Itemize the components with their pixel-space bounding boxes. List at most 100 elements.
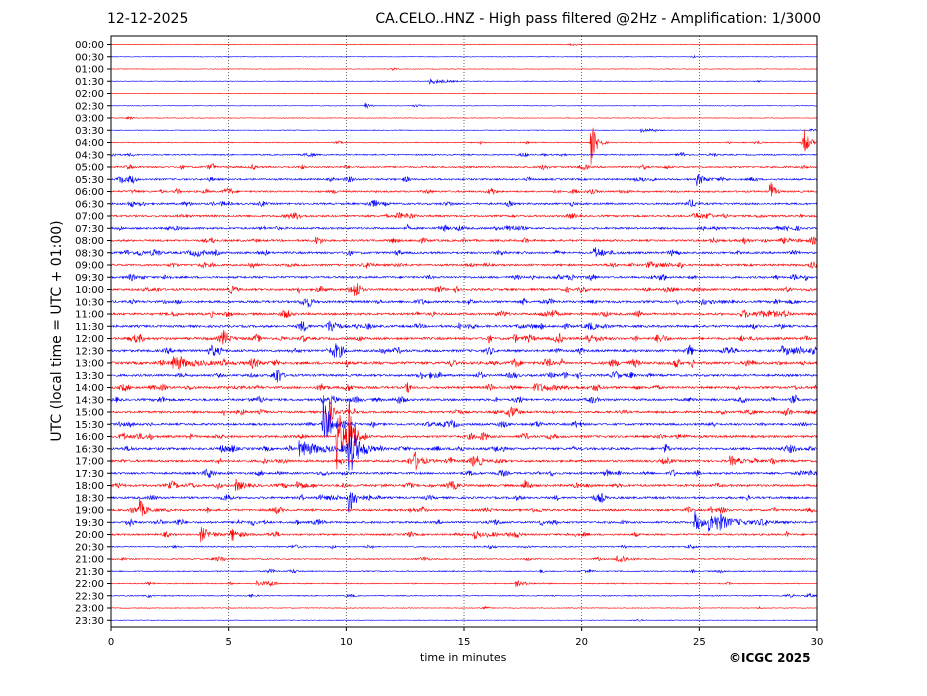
x-tick-label: 30 — [811, 637, 824, 648]
trace-line — [110, 394, 818, 405]
x-tick-label: 20 — [575, 637, 588, 648]
trace-line — [110, 247, 818, 258]
trace-line — [110, 212, 818, 220]
y-tick-label: 18:00 — [75, 481, 104, 492]
y-tick-label: 12:00 — [75, 334, 104, 345]
y-tick-label: 17:00 — [75, 457, 104, 468]
y-tick-label: 11:30 — [75, 322, 104, 333]
plot-frame — [110, 35, 818, 628]
x-tick-label: 25 — [693, 637, 706, 648]
trace-line — [110, 92, 818, 95]
y-tick-label: 21:00 — [75, 555, 104, 566]
trace-line — [110, 67, 818, 71]
y-tick-label: 08:30 — [75, 248, 104, 259]
trace-line — [110, 498, 818, 517]
y-tick-label: 00:00 — [75, 40, 104, 51]
copyright-label: ©ICGC 2025 — [729, 651, 811, 665]
y-axis-label: UTC (local time = UTC + 01:00) — [49, 220, 65, 442]
y-tick-label: 16:30 — [75, 444, 104, 455]
trace-line — [110, 568, 818, 574]
trace-line — [110, 592, 818, 599]
trace-line — [110, 182, 818, 197]
trace-line — [110, 478, 818, 492]
y-tick-label: 22:30 — [75, 591, 104, 602]
y-tick-label: 15:00 — [75, 408, 104, 419]
trace-line — [110, 618, 818, 622]
y-tick-label: 13:00 — [75, 359, 104, 370]
trace-line — [110, 102, 818, 109]
date-label: 12-12-2025 — [107, 11, 189, 27]
y-tick-label: 10:00 — [75, 285, 104, 296]
seismogram-traces — [110, 43, 818, 622]
trace-line — [110, 356, 818, 371]
trace-line — [110, 309, 818, 319]
y-tick-label: 17:30 — [75, 469, 104, 480]
trace-line — [110, 544, 817, 550]
y-tick-label: 16:00 — [75, 432, 104, 443]
trace-line — [110, 425, 818, 471]
trace-line — [110, 236, 818, 245]
trace-line — [110, 451, 818, 471]
y-tick-label: 19:00 — [75, 506, 104, 517]
y-tick-label: 08:00 — [75, 236, 104, 247]
trace-line — [110, 580, 818, 587]
trace-line — [110, 468, 818, 479]
trace-line — [110, 329, 818, 345]
y-tick-label: 18:30 — [75, 493, 104, 504]
trace-line — [110, 382, 818, 393]
y-tick-label: 12:30 — [75, 346, 104, 357]
trace-line — [110, 151, 818, 158]
y-tick-label: 07:30 — [75, 224, 104, 235]
trace-line — [110, 283, 818, 296]
y-tick-label: 23:30 — [75, 616, 104, 627]
trace-line — [110, 43, 818, 47]
y-tick-label: 13:30 — [75, 371, 104, 382]
y-tick-label: 02:30 — [75, 101, 104, 112]
y-tick-label: 22:00 — [75, 579, 104, 590]
y-tick-label: 23:00 — [75, 604, 104, 615]
y-tick-label: 01:00 — [75, 65, 104, 76]
y-tick-label: 19:30 — [75, 518, 104, 529]
y-tick-label: 11:00 — [75, 310, 104, 321]
trace-line — [110, 261, 818, 269]
trace-line — [110, 343, 818, 358]
minute-grid-lines — [228, 36, 700, 627]
y-tick-label: 10:30 — [75, 297, 104, 308]
y-tick-label: 06:00 — [75, 187, 104, 198]
y-tick-label: 00:30 — [75, 52, 104, 63]
trace-line — [110, 492, 818, 513]
y-tick-label: 04:30 — [75, 150, 104, 161]
trace-line — [110, 395, 818, 439]
trace-line — [110, 400, 818, 433]
trace-line — [110, 162, 818, 171]
trace-line — [110, 174, 818, 186]
y-tick-label: 14:30 — [75, 395, 104, 406]
trace-line — [110, 199, 818, 208]
y-tick-label: 04:00 — [75, 138, 104, 149]
x-tick-label: 10 — [340, 637, 353, 648]
trace-line — [110, 223, 818, 232]
y-tick-label: 14:00 — [75, 383, 104, 394]
x-tick-label: 5 — [225, 637, 231, 648]
chart-title: CA.CELO..HNZ - High pass filtered @2Hz -… — [375, 11, 821, 27]
trace-line — [110, 320, 818, 332]
x-axis-ticks: 0 5 10 15 20 25 30 — [108, 627, 824, 648]
trace-line — [110, 116, 818, 121]
trace-line — [110, 526, 818, 543]
trace-line — [110, 510, 818, 532]
y-tick-label: 20:30 — [75, 542, 104, 553]
trace-line — [110, 54, 818, 59]
trace-line — [110, 400, 818, 470]
trace-line — [110, 297, 818, 308]
x-axis-label: time in minutes — [420, 651, 507, 664]
y-tick-label: 07:00 — [75, 212, 104, 223]
x-tick-label: 0 — [108, 637, 114, 648]
x-tick-label: 15 — [458, 637, 471, 648]
trace-line — [110, 605, 818, 610]
y-tick-label: 02:00 — [75, 89, 104, 100]
y-tick-label: 05:30 — [75, 175, 104, 186]
y-tick-label: 05:00 — [75, 163, 104, 174]
trace-line — [110, 127, 818, 165]
